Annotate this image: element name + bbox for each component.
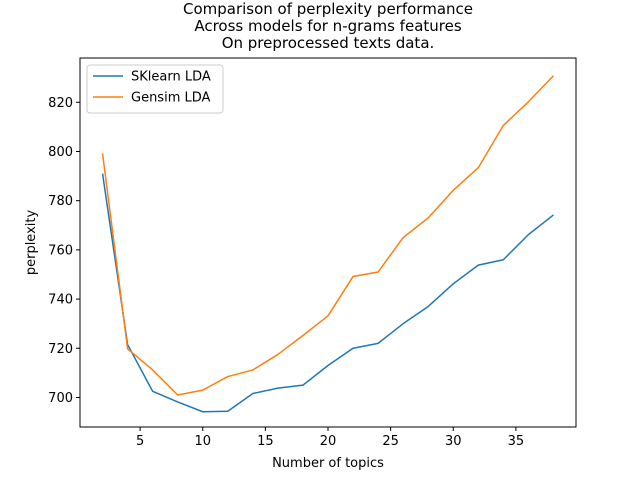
y-axis-ticks: 700 720 740 760 780 800 820 [48, 96, 80, 406]
y-tick-label: 800 [48, 145, 73, 160]
x-tick-label: 25 [382, 434, 399, 449]
x-tick-label: 15 [257, 434, 274, 449]
x-tick-label: 20 [320, 434, 337, 449]
y-tick-label: 700 [48, 391, 73, 406]
y-axis-label: perplexity [24, 210, 39, 276]
y-tick-label: 780 [48, 194, 73, 209]
legend-label-sklearn: SKlearn LDA [131, 70, 211, 85]
plot-lines [101, 75, 554, 413]
legend: SKlearn LDA Gensim LDA [86, 64, 224, 114]
legend-box [86, 64, 224, 114]
y-tick-label: 720 [48, 342, 73, 357]
x-tick-label: 5 [136, 434, 144, 449]
x-axis-label: Number of topics [272, 456, 384, 471]
y-tick-label: 740 [48, 293, 73, 308]
x-tick-label: 35 [508, 434, 525, 449]
chart-title-line-2: Across models for n-grams features [194, 17, 461, 35]
chart-title-line-1: Comparison of perplexity performance [183, 0, 473, 18]
x-axis-ticks: 5 10 15 20 25 30 35 [136, 427, 524, 449]
y-tick-label: 820 [48, 96, 73, 111]
legend-label-gensim: Gensim LDA [131, 91, 211, 106]
y-tick-label: 760 [48, 243, 73, 258]
chart-title-line-3: On preprocessed texts data. [222, 34, 435, 52]
series-line-sklearn-lda [101, 173, 554, 413]
series-line-gensim-lda [101, 75, 554, 396]
x-tick-label: 30 [445, 434, 462, 449]
x-tick-label: 10 [194, 434, 211, 449]
